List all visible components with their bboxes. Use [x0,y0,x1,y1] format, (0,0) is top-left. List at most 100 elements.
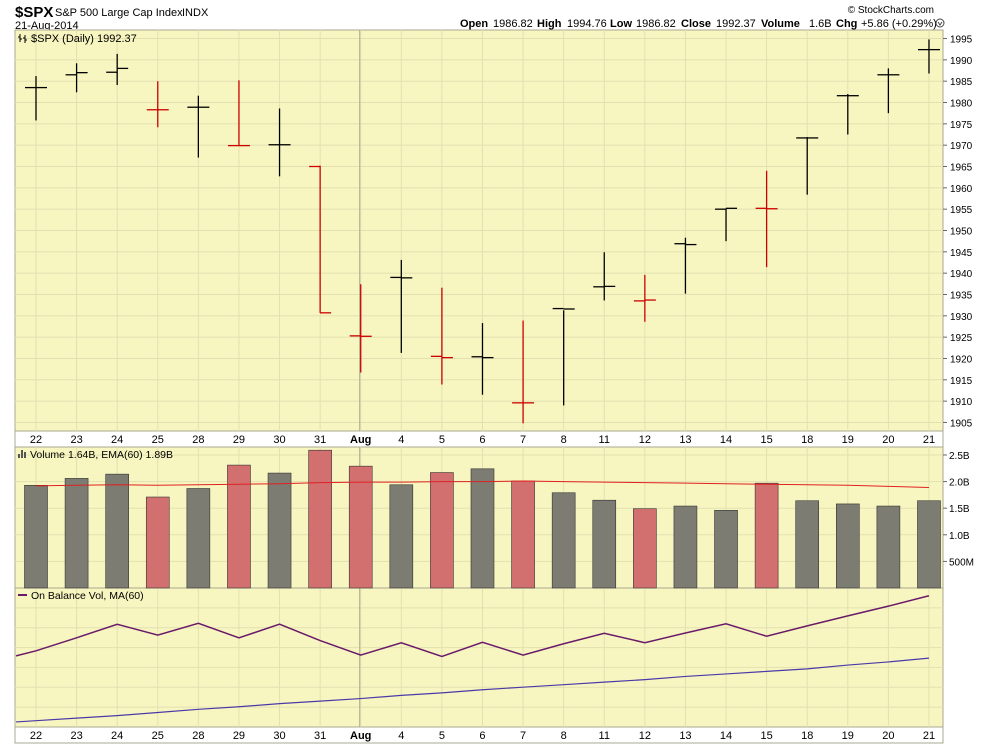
price-tick-label: 1950 [950,227,973,238]
volume-value: 1.6B [809,18,832,30]
price-tick-label: 1985 [950,77,973,88]
ohlc-bar [25,76,47,121]
price-tick-label: 1910 [950,397,973,408]
volume-bar [389,484,414,589]
close-value: 1992.37 [716,18,756,30]
ohlc-bar [836,93,859,135]
ohlc-bar [593,252,616,301]
ohlc-bar [106,53,129,86]
ticker-symbol: $SPX [15,4,53,21]
volume-bars [24,449,941,589]
exchange-label: INDX [182,7,209,19]
price-legend: $SPX (Daily) 1992.37 [18,33,137,45]
high-label: High [537,18,562,30]
price-tick-label: 1965 [950,163,973,174]
x-tick-label: 8 [561,730,567,742]
ohlc-bar [146,81,169,128]
volume-legend-text: Volume 1.64B, EMA(60) 1.89B [30,449,173,461]
volume-ema-line [35,480,929,488]
price-tick-label: 1935 [950,290,973,301]
volume-bar [24,485,48,589]
price-tick-label: 1940 [950,269,973,280]
price-bars [25,39,940,424]
ohlc-bar [552,307,575,406]
volume-bar [917,500,941,589]
x-tick-label: 12 [639,434,651,446]
obv-line [15,595,930,658]
x-tick-label: 24 [111,434,123,446]
x-tick-label: 19 [842,730,854,742]
volume-tick-label: 1.5B [949,504,970,515]
volume-legend: Volume 1.64B, EMA(60) 1.89B [18,449,173,461]
ohlc-bar [187,95,210,158]
ohlc-bar [674,237,697,294]
x-tick-label: 31 [314,434,326,446]
x-tick-label: 8 [561,434,567,446]
ohlc-bar [430,287,453,385]
x-tick-label: 22 [30,730,42,742]
x-tick-label: 15 [760,730,772,742]
x-tick-label: 4 [398,730,404,742]
ohlc-bar [633,274,656,322]
x-tick-label: 15 [760,434,772,446]
price-tick-label: 1980 [950,99,973,110]
ohlc-bar [796,137,819,195]
x-tick-label: 14 [720,730,732,742]
x-tick-label: 29 [233,434,245,446]
x-tick-label: 5 [439,730,445,742]
x-axis-labels-top: 22 23 24 25 28 29 30 31 Aug 4 5 6 7 8 11 12 13 14 15 18 19 20… [30,434,935,446]
ohlc-bar [268,108,291,177]
price-tick-label: 1960 [950,184,973,195]
volume-bar [511,480,535,589]
ohlc-bar [471,323,494,395]
chart-options-icon[interactable] [935,18,945,28]
low-value: 1986.82 [636,18,676,30]
volume-bar [348,465,373,589]
price-tick-label: 1990 [950,56,973,67]
open-label: Open [460,18,488,30]
x-tick-label: 30 [273,434,285,446]
x-tick-label: 22 [30,434,42,446]
volume-tick-label: 2.5B [949,451,970,462]
high-value: 1994.76 [567,18,607,30]
x-tick-label: 13 [679,434,691,446]
x-tick-label: 31 [314,730,326,742]
price-tick-label: 1920 [950,354,973,365]
ohlc-bar [309,165,332,314]
ohlc-bar [65,63,88,93]
price-tick-label: 1955 [950,205,973,216]
bottom-x-axis [14,726,944,744]
x-axis-labels-bottom: 22 23 24 25 28 29 30 31 Aug 4 5 6 7 8 11 12 13 14 15 18 19 20… [30,730,935,742]
x-tick-label: 11 [599,730,610,742]
x-tick-label: 7 [520,730,526,742]
x-tick-label: 25 [152,730,164,742]
volume-bar [633,508,657,589]
chg-value: +5.86 (+0.29%) [861,18,937,30]
ohlc-bar [512,320,535,424]
volume-bar [835,503,860,589]
volume-tick-label: 500M [949,557,974,568]
volume-bar [592,499,617,589]
ohlc-bar [877,68,900,114]
volume-bar [105,473,129,589]
ohlc-bar [755,170,778,268]
volume-bar [267,472,292,589]
volume-bar [470,468,495,589]
volume-bar [754,482,779,589]
obv-ma-line [15,657,930,723]
x-tick-label: 18 [801,730,813,742]
volume-bar [551,492,576,589]
x-tick-label: 4 [398,434,404,446]
x-tick-label: Aug [350,730,371,742]
x-tick-label: 30 [273,730,285,742]
x-tick-label: 21 [923,730,935,742]
chart-header: $SPX S&P 500 Large Cap Index INDX 21-Aug… [15,4,945,32]
volume-bar [714,510,738,589]
x-tick-label: 24 [111,730,123,742]
obv-panel [14,587,944,728]
x-tick-label: 13 [679,730,691,742]
volume-y-axis: 500M 1.0B 1.5B 2.0B 2.5B [943,451,974,568]
volume-bar [876,505,901,589]
bar-legend-icon [18,450,26,458]
